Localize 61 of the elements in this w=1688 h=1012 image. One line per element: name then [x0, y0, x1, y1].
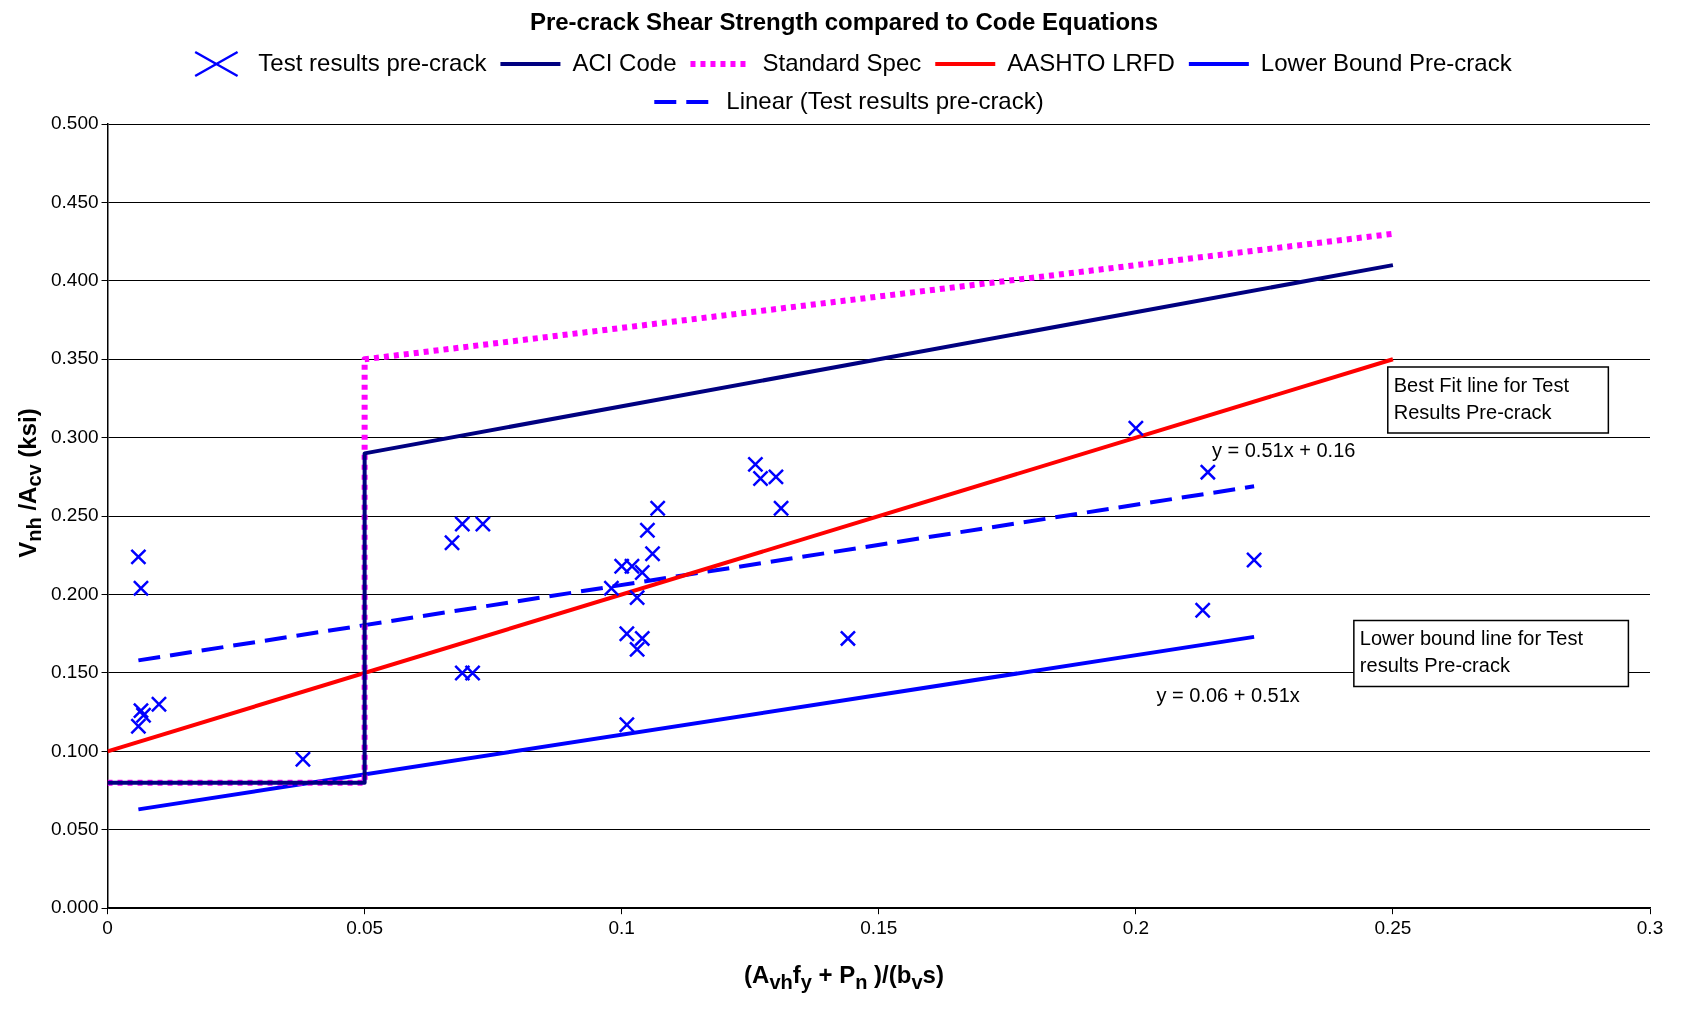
- point: [294, 750, 312, 768]
- point: [453, 515, 471, 533]
- point: [613, 557, 631, 575]
- point: [633, 630, 651, 647]
- point: [474, 515, 492, 533]
- legend-label: AASHTO LRFD: [1007, 48, 1175, 76]
- x-tick-label: 0.1: [608, 916, 635, 938]
- point: [628, 641, 646, 658]
- annotation: Lower bound line for Test results Pre-crack: [1359, 627, 1584, 677]
- point: [633, 564, 651, 581]
- y-tick-label: 0.450: [51, 190, 99, 212]
- annotation: y = 0.06 + 0.51x: [1156, 683, 1300, 706]
- point: [603, 579, 620, 597]
- legend-label: Test results pre-crack: [258, 48, 488, 76]
- point: [639, 521, 656, 539]
- point: [618, 716, 636, 734]
- point: [649, 499, 667, 517]
- y-tick-label: 0.500: [51, 112, 99, 134]
- x-tick-label: 0.3: [1636, 916, 1664, 938]
- annotation: Best Fit line for Test Results Pre-crack: [1393, 374, 1570, 424]
- x-tick-label: 0.25: [1374, 916, 1412, 938]
- x-tick-label: 0.05: [346, 916, 384, 938]
- point: [443, 534, 461, 552]
- y-tick-label: 0.350: [51, 347, 99, 369]
- point: [747, 456, 764, 473]
- point: [628, 589, 646, 606]
- legend-label: Lower Bound Pre-crack: [1260, 48, 1513, 76]
- point: [767, 468, 785, 486]
- point: [150, 695, 168, 713]
- legend-label: Standard Spec: [762, 48, 922, 76]
- y-tick-label: 0.250: [51, 504, 99, 526]
- y-tick-label: 0.050: [51, 818, 99, 840]
- point: [453, 664, 471, 682]
- point: [1127, 419, 1145, 437]
- point: [618, 625, 636, 643]
- y-tick-label: 0.300: [51, 425, 99, 447]
- x-tick-label: 0: [102, 916, 113, 938]
- chart-title: Pre-crack Shear Strength compared to Code Equations: [528, 8, 1160, 36]
- point: [135, 706, 152, 724]
- y-tick-label: 0.100: [51, 739, 99, 761]
- annotation: y = 0.51x + 0.16: [1211, 439, 1356, 462]
- point: [839, 630, 857, 647]
- point: [130, 548, 147, 566]
- legend-label: ACI Code: [572, 48, 677, 76]
- y-tick-label: 0.150: [51, 661, 99, 683]
- point: [752, 470, 769, 487]
- point: [1194, 601, 1212, 619]
- point: [1245, 551, 1263, 569]
- x-tick-label: 0.2: [1122, 916, 1150, 938]
- point: [772, 499, 790, 517]
- y-tick-label: 0.000: [51, 896, 99, 918]
- point: [132, 579, 150, 597]
- text: (A$_{vh}$f$_{y}$ + P$_{n}$ )/(b$_{v}$s): [744, 961, 944, 993]
- point: [464, 664, 481, 682]
- y-tick-label: 0.400: [51, 269, 99, 291]
- y-tick-label: 0.200: [51, 582, 99, 604]
- point: [623, 557, 641, 575]
- legend-label: Linear (Test results pre-crack): [726, 86, 1044, 114]
- x-tick-label: 0.15: [860, 916, 898, 938]
- point: [1199, 463, 1217, 481]
- point: [644, 545, 661, 563]
